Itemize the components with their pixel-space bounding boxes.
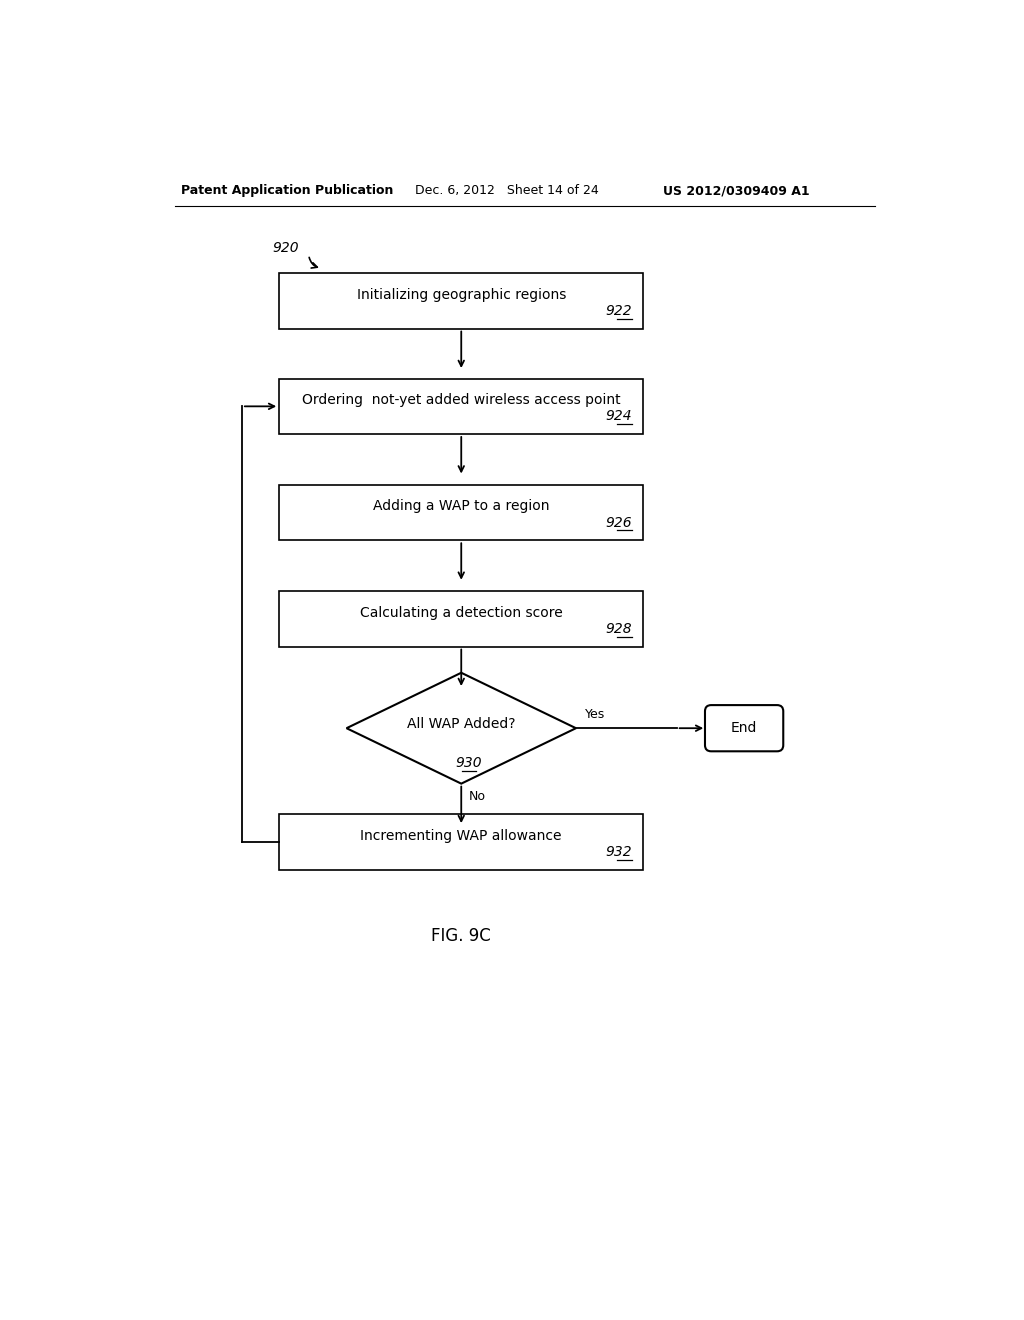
Text: 926: 926 [605, 516, 632, 529]
Text: Calculating a detection score: Calculating a detection score [359, 606, 562, 619]
Text: 920: 920 [272, 242, 299, 256]
Text: End: End [731, 721, 758, 735]
Text: Incrementing WAP allowance: Incrementing WAP allowance [360, 829, 562, 843]
Text: Adding a WAP to a region: Adding a WAP to a region [373, 499, 550, 513]
Text: 922: 922 [605, 304, 632, 318]
Bar [280, 591, 643, 647]
Text: 932: 932 [605, 845, 632, 859]
Text: All WAP Added?: All WAP Added? [407, 717, 515, 730]
Text: Ordering  not-yet added wireless access point: Ordering not-yet added wireless access p… [302, 393, 621, 407]
Bar [280, 814, 643, 870]
Text: 928: 928 [605, 622, 632, 636]
Bar [280, 484, 643, 540]
Text: 930: 930 [456, 756, 482, 770]
Text: Patent Application Publication: Patent Application Publication [180, 185, 393, 197]
Text: US 2012/0309409 A1: US 2012/0309409 A1 [663, 185, 809, 197]
Text: Initializing geographic regions: Initializing geographic regions [356, 288, 566, 302]
Text: Yes: Yes [586, 709, 605, 721]
Text: 924: 924 [605, 409, 632, 424]
Bar [280, 273, 643, 329]
Polygon shape [346, 673, 575, 784]
Bar [280, 379, 643, 434]
Text: FIG. 9C: FIG. 9C [431, 927, 492, 945]
Text: Dec. 6, 2012   Sheet 14 of 24: Dec. 6, 2012 Sheet 14 of 24 [415, 185, 598, 197]
FancyBboxPatch shape [705, 705, 783, 751]
Text: No: No [469, 789, 486, 803]
